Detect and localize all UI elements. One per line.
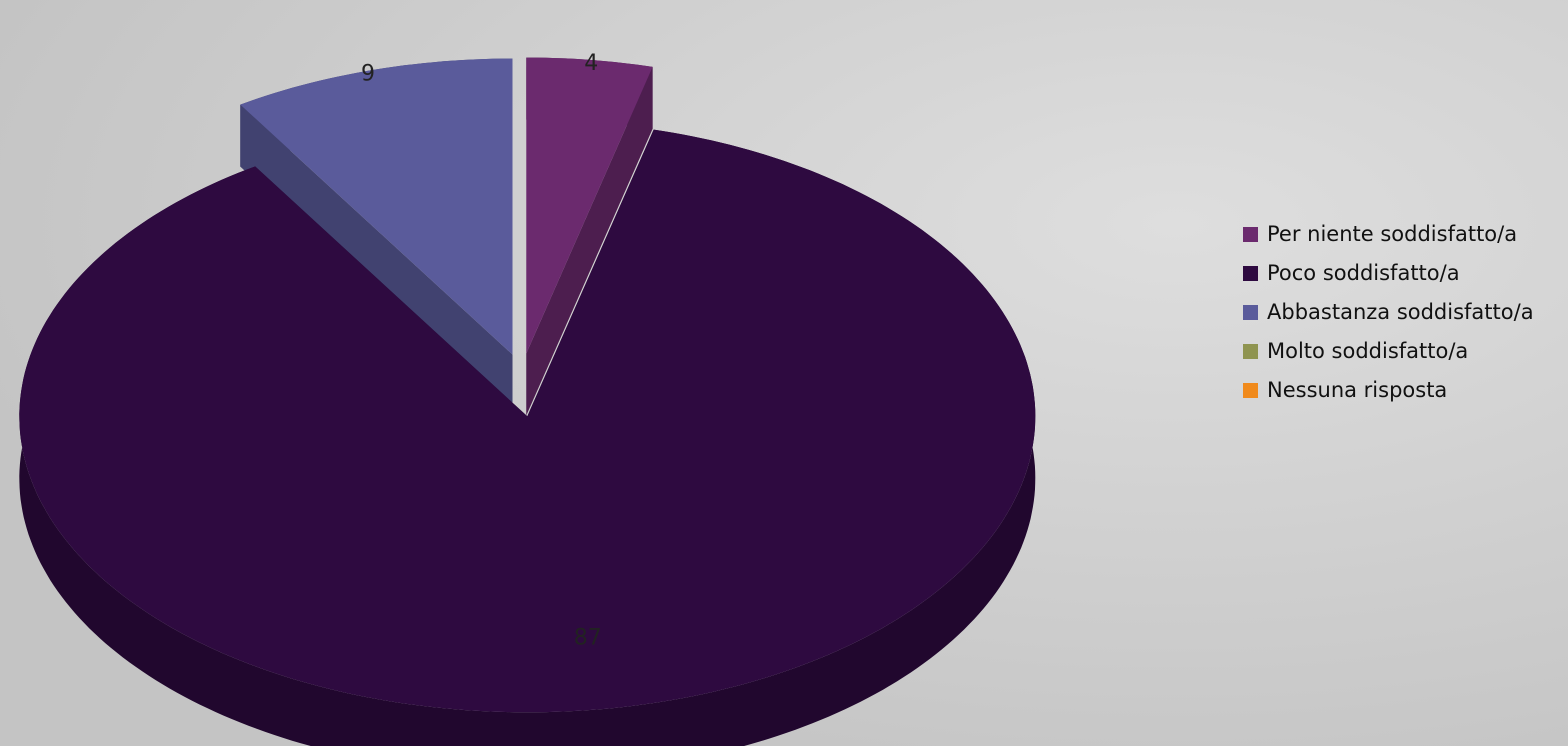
legend-label: Molto soddisfatto/a bbox=[1267, 339, 1468, 363]
legend-label: Abbastanza soddisfatto/a bbox=[1267, 300, 1534, 324]
slice-wall bbox=[526, 66, 653, 416]
legend-swatch bbox=[1243, 305, 1258, 320]
slice-top bbox=[19, 129, 1036, 713]
legend-label: Nessuna risposta bbox=[1267, 378, 1447, 402]
slice-wall bbox=[240, 104, 513, 417]
legend-swatch bbox=[1243, 266, 1258, 281]
legend-label: Poco soddisfatto/a bbox=[1267, 261, 1460, 285]
legend-label: Per niente soddisfatto/a bbox=[1267, 222, 1517, 246]
pie: 4 87 9 bbox=[19, 51, 1036, 746]
slice-top bbox=[526, 57, 653, 354]
legend-swatch bbox=[1243, 227, 1258, 242]
data-label: 9 bbox=[361, 62, 375, 87]
data-label: 87 bbox=[574, 625, 602, 650]
legend: Per niente soddisfatto/a Poco soddisfatto… bbox=[1243, 222, 1534, 402]
slice-top bbox=[240, 58, 513, 355]
data-label: 4 bbox=[584, 51, 598, 76]
legend-swatch bbox=[1243, 344, 1258, 359]
legend-swatch bbox=[1243, 383, 1258, 398]
